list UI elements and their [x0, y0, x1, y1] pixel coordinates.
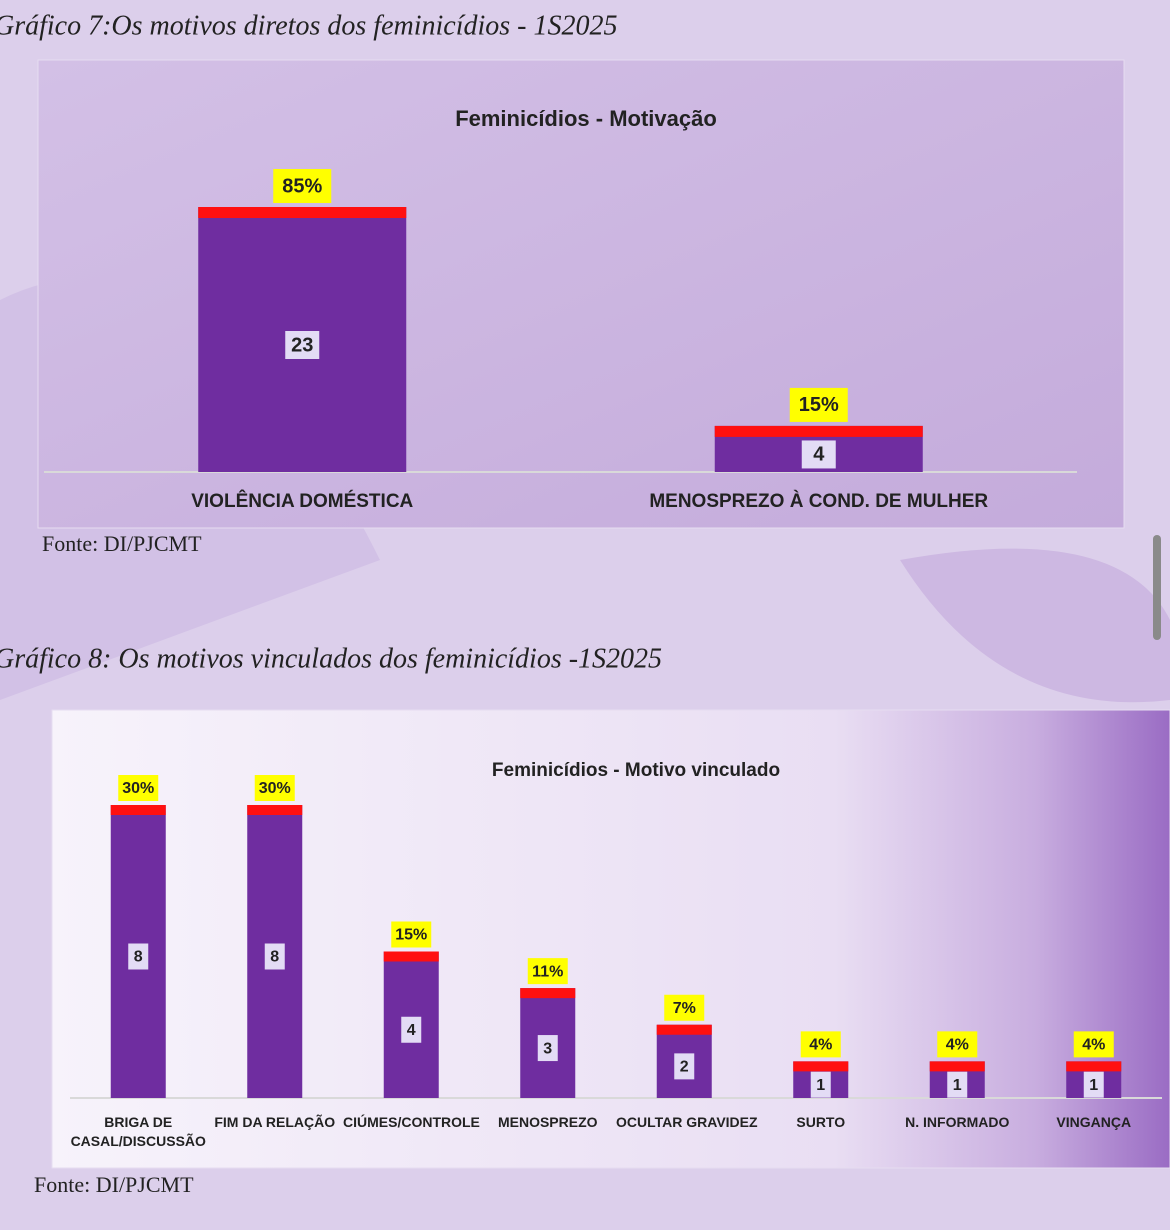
share-box — [937, 1031, 978, 1058]
value-box — [674, 1053, 695, 1080]
caption: Gráfico 8: Os motivos vinculados dos fem… — [0, 643, 662, 674]
share-label: 30% — [259, 780, 291, 797]
value-box — [285, 331, 320, 359]
share-label: 15% — [395, 927, 427, 944]
share-box — [789, 387, 848, 422]
category-label: FIM DA RELAÇÃO — [214, 1114, 336, 1130]
category-label: SURTO — [796, 1114, 846, 1130]
share-box — [1073, 1031, 1114, 1058]
share-box — [273, 169, 332, 203]
value-box — [810, 1071, 831, 1098]
share-box — [254, 775, 295, 801]
value-label: 8 — [134, 949, 143, 966]
bar-cap — [198, 207, 407, 218]
share-label: 15% — [799, 394, 839, 416]
value-label: 8 — [270, 949, 279, 966]
value-label: 4 — [813, 444, 825, 466]
value-label: 1 — [1089, 1077, 1098, 1094]
bar-cap — [656, 1024, 712, 1035]
category-label: CIÚMES/CONTROLE — [343, 1114, 480, 1130]
share-label: 85% — [282, 175, 322, 197]
share-box — [527, 958, 568, 985]
value-label: 23 — [291, 334, 313, 356]
category-label: VINGANÇA — [1056, 1114, 1132, 1130]
category-label: N. INFORMADO — [905, 1114, 1010, 1130]
bar-cap — [929, 1061, 985, 1072]
share-label: 7% — [673, 1000, 696, 1017]
source: Fonte: DI/PJCMT — [42, 531, 202, 556]
value-label: 4 — [407, 1022, 416, 1039]
value-box — [947, 1071, 968, 1098]
category-label: MENOSPREZO — [497, 1114, 598, 1130]
chart-title: Feminicídios - Motivo vinculado — [492, 760, 780, 781]
category-label: VIOLÊNCIA DOMÉSTICA — [191, 491, 414, 512]
bar-cap — [520, 988, 576, 999]
value-label: 1 — [816, 1077, 825, 1094]
value-box — [1083, 1071, 1104, 1098]
source: Fonte: DI/PJCMT — [34, 1172, 194, 1197]
share-label: 30% — [122, 780, 154, 797]
share-box — [118, 775, 159, 801]
share-box — [391, 921, 432, 948]
value-label: 1 — [953, 1077, 962, 1094]
bar-cap — [383, 951, 439, 962]
value-box — [128, 943, 149, 970]
category-label: OCULTAR GRAVIDEZ — [616, 1114, 758, 1130]
share-box — [664, 994, 705, 1021]
value-box — [264, 943, 285, 970]
value-box — [537, 1035, 558, 1062]
bar-cap — [714, 425, 923, 437]
bar-cap — [110, 805, 166, 815]
category-label: BRIGA DE CASAL/DISCUSSÃO — [70, 1114, 206, 1149]
bar-cap — [247, 805, 303, 815]
bar-cap — [793, 1061, 849, 1072]
value-box — [801, 440, 836, 469]
value-label: 2 — [680, 1059, 689, 1076]
share-label: 4% — [809, 1037, 832, 1054]
scrollbar[interactable] — [1153, 535, 1161, 640]
bar-cap — [1066, 1061, 1122, 1072]
value-box — [401, 1016, 422, 1043]
value-label: 3 — [543, 1040, 552, 1057]
chart-title: Feminicídios - Motivação — [455, 106, 717, 131]
share-label: 11% — [532, 963, 563, 980]
background-blob — [900, 548, 1170, 703]
share-box — [800, 1031, 841, 1058]
share-label: 4% — [1082, 1037, 1105, 1054]
share-label: 4% — [946, 1037, 969, 1054]
category-label: MENOSPREZO À COND. DE MULHER — [649, 491, 989, 512]
caption: Gráfico 7:Os motivos diretos dos feminic… — [0, 10, 617, 41]
